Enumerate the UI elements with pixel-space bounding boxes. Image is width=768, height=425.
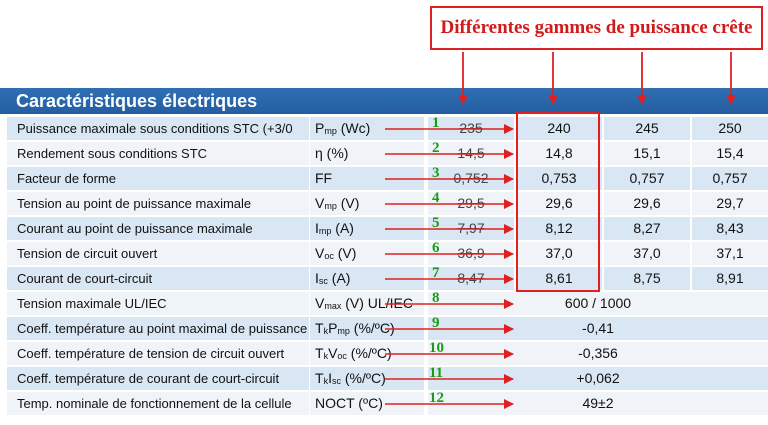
value-cell: 250 [692, 117, 768, 140]
row-symbol: TkVoc (%/ºC) [310, 342, 424, 365]
row-symbol: Vmp (V) [310, 192, 424, 215]
table-row: Facteur de forme FF 0,752 0,753 0,757 0,… [0, 166, 768, 191]
table-row: Rendement sous conditions STC η (%) 14,5… [0, 141, 768, 166]
selected-range-highlight [516, 112, 600, 292]
value-cell: 36,9 [428, 242, 514, 265]
table-row: Coeff. température de courant de court-c… [0, 366, 768, 391]
value-cell: 0,752 [428, 167, 514, 190]
electrical-characteristics-table: Puissance maximale sous conditions STC (… [0, 116, 768, 416]
row-symbol: Imp (A) [310, 217, 424, 240]
value-cell: 0,757 [604, 167, 690, 190]
row-symbol: TkIsc (%/ºC) [310, 367, 424, 390]
row-description: Facteur de forme [7, 167, 309, 190]
value-cell: 8,91 [692, 267, 768, 290]
value-cell: 15,4 [692, 142, 768, 165]
value-cell: 14,5 [428, 142, 514, 165]
power-range-callout: Différentes gammes de puissance crête [430, 6, 763, 50]
value-cell: 245 [604, 117, 690, 140]
row-description: Coeff. température de courant de court-c… [7, 367, 309, 390]
value-cell: 0,753 [516, 167, 602, 190]
table-row: Coeff. température au point maximal de p… [0, 316, 768, 341]
value-cell: 8,12 [516, 217, 602, 240]
table-row: Tension au point de puissance maximale V… [0, 191, 768, 216]
row-symbol: FF [310, 167, 424, 190]
value-cell: 29,7 [692, 192, 768, 215]
spanned-value-cell: 600 / 1000 [428, 292, 768, 315]
spanned-value-cell: 49±2 [428, 392, 768, 415]
spanned-value-cell: -0,356 [428, 342, 768, 365]
value-cell: 8,43 [692, 217, 768, 240]
row-description: Coeff. température de tension de circuit… [7, 342, 309, 365]
row-symbol: TkPmp (%/ºC) [310, 317, 424, 340]
table-row: Puissance maximale sous conditions STC (… [0, 116, 768, 159]
row-description: Courant au point de puissance maximale [7, 217, 309, 240]
value-cell: 37,1 [692, 242, 768, 265]
value-cell: 8,61 [516, 267, 602, 290]
value-cell: 29,5 [428, 192, 514, 215]
value-cell: 240 [516, 117, 602, 140]
spanned-value-cell: -0,41 [428, 317, 768, 340]
row-symbol: Vmax (V) UL/IEC [310, 292, 424, 315]
value-cell: 235 [428, 117, 514, 140]
row-symbol: NOCT (ºC) [310, 392, 424, 415]
row-description: Rendement sous conditions STC [7, 142, 309, 165]
value-cell: 8,75 [604, 267, 690, 290]
value-cell: 8,27 [604, 217, 690, 240]
row-description: Coeff. température au point maximal de p… [7, 317, 309, 340]
value-cell: 29,6 [516, 192, 602, 215]
value-cell: 29,6 [604, 192, 690, 215]
value-cell: 0,757 [692, 167, 768, 190]
section-title: Caractéristiques électriques [0, 88, 768, 114]
row-description: Tension maximale UL/IEC [7, 292, 309, 315]
row-symbol: Voc (V) [310, 242, 424, 265]
table-row: Coeff. température de tension de circuit… [0, 341, 768, 366]
spanned-value-cell: +0,062 [428, 367, 768, 390]
table-row: Temp. nominale de fonctionnement de la c… [0, 391, 768, 416]
value-cell: 37,0 [516, 242, 602, 265]
row-description: Courant de court-circuit [7, 267, 309, 290]
value-cell: 37,0 [604, 242, 690, 265]
row-symbol: Pmp (Wc) [310, 117, 424, 140]
row-description: Temp. nominale de fonctionnement de la c… [7, 392, 309, 415]
table-row: Courant au point de puissance maximale I… [0, 216, 768, 241]
table-row: Tension de circuit ouvert Voc (V) 36,9 3… [0, 241, 768, 266]
table-row: Tension maximale UL/IEC Vmax (V) UL/IEC … [0, 291, 768, 316]
row-description: Tension de circuit ouvert [7, 242, 309, 265]
row-description: Tension au point de puissance maximale [7, 192, 309, 215]
value-cell: 15,1 [604, 142, 690, 165]
value-cell: 8,47 [428, 267, 514, 290]
row-symbol: η (%) [310, 142, 424, 165]
value-cell: 7,97 [428, 217, 514, 240]
row-symbol: Isc (A) [310, 267, 424, 290]
row-description: Puissance maximale sous conditions STC (… [7, 117, 309, 159]
table-row: Courant de court-circuit Isc (A) 8,47 8,… [0, 266, 768, 291]
value-cell: 14,8 [516, 142, 602, 165]
